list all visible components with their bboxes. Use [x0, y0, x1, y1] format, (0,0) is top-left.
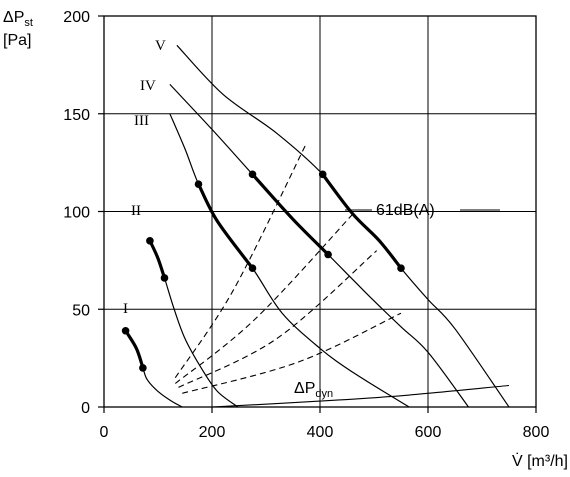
- operating-point: [160, 274, 169, 282]
- operating-point: [194, 180, 203, 188]
- operating-point: [146, 237, 154, 245]
- dynamic-pressure-curve: [211, 384, 510, 408]
- dyn-label: ΔPdyn: [294, 380, 333, 400]
- fan-curve-V: [176, 44, 510, 408]
- grid: [104, 16, 536, 407]
- system-curve: [174, 211, 356, 384]
- y-tick-labels: 0 50 100 150 200: [63, 9, 90, 417]
- x-tick-label: 200: [199, 424, 226, 441]
- curve-label-II: II: [131, 203, 141, 219]
- noise-label: 61dB(A): [376, 202, 435, 219]
- operating-segment-III: [196, 182, 255, 270]
- system-curve: [178, 250, 378, 388]
- system-curve: [182, 312, 402, 394]
- axes: [98, 15, 537, 413]
- x-tick-label: 800: [523, 424, 550, 441]
- curve-label-V: V: [155, 38, 166, 54]
- operating-point: [324, 250, 332, 259]
- x-tick-label: 400: [307, 424, 334, 441]
- operating-points: [121, 170, 405, 372]
- system-curves: [174, 142, 402, 394]
- fan-curve-II: [149, 240, 239, 408]
- x-tick-label: 0: [100, 424, 109, 441]
- operating-segments: [124, 172, 403, 370]
- x-axis-title: V̇ [m³/h]: [512, 452, 568, 470]
- operating-segment-II: [148, 239, 167, 280]
- y-tick-label: 0: [81, 400, 90, 417]
- operating-point: [248, 170, 257, 179]
- fan-curve-III: [169, 113, 410, 408]
- dyn-label-symbol: ΔP: [294, 380, 315, 397]
- dyn-label-subscript: dyn: [315, 388, 333, 400]
- y-tick-label: 50: [72, 302, 90, 319]
- y-tick-label: 150: [63, 107, 90, 124]
- y-axis-subscript: st: [24, 17, 33, 29]
- operating-segment-V: [321, 172, 403, 270]
- system-curve: [174, 142, 307, 379]
- fan-curves: [125, 44, 510, 408]
- operating-point: [121, 326, 130, 335]
- y-tick-label: 100: [63, 205, 90, 222]
- noise-annotation: 61dB(A): [345, 202, 500, 219]
- x-tick-label: 600: [415, 424, 442, 441]
- operating-point: [318, 170, 327, 179]
- x-tick-labels: 0 200 400 600 800: [100, 424, 550, 441]
- y-axis-symbol: ΔP: [3, 9, 24, 26]
- curve-label-III: III: [134, 113, 149, 129]
- operating-point: [139, 364, 147, 372]
- operating-point: [397, 264, 405, 272]
- dyn-pressure-line: [211, 384, 510, 408]
- y-axis-title: ΔPst: [3, 9, 33, 29]
- operating-segment-IV: [250, 172, 330, 257]
- y-tick-label: 200: [63, 9, 90, 26]
- curve-label-IV: IV: [140, 78, 156, 94]
- operating-segment-I: [124, 329, 145, 370]
- operating-point: [248, 264, 257, 272]
- curve-label-I: I: [123, 301, 128, 317]
- y-axis-unit: [Pa]: [3, 32, 31, 49]
